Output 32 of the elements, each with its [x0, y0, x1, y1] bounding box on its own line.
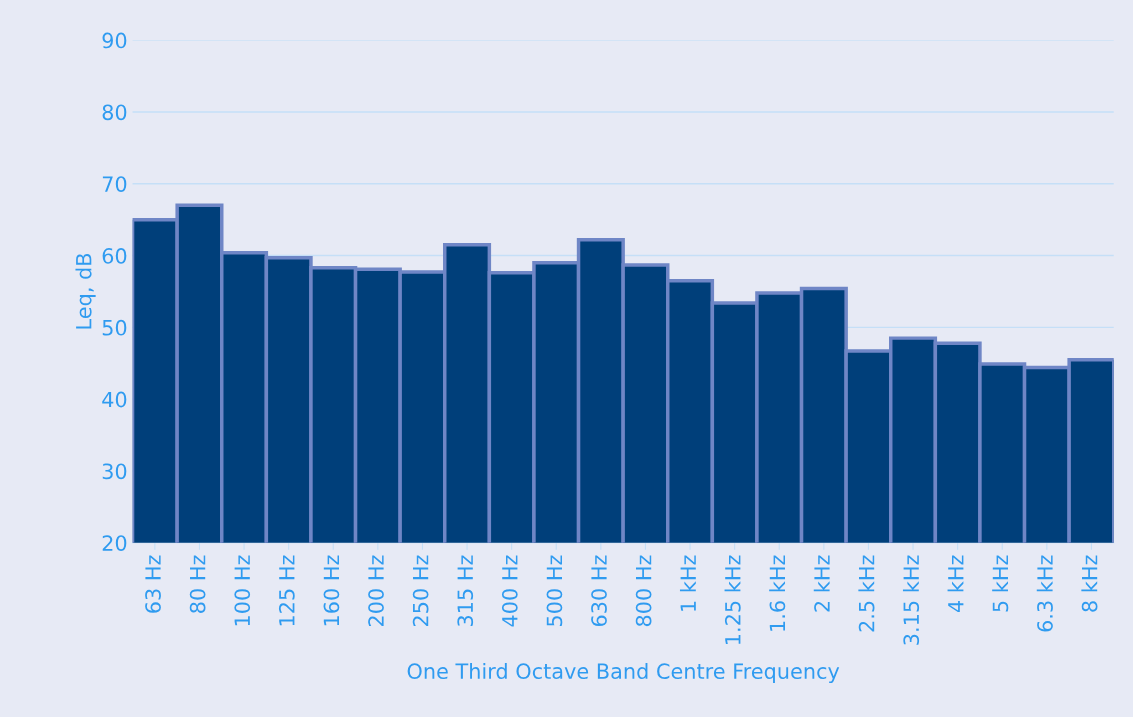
x-tick-label: 1 kHz — [679, 555, 696, 611]
y-tick-label: 50 — [102, 319, 127, 336]
x-tick-label: 100 Hz — [234, 555, 251, 626]
y-tick-label: 90 — [102, 32, 127, 49]
x-tick-label: 125 Hz — [278, 555, 295, 626]
y-tick-label: 30 — [102, 463, 127, 480]
y-tick-label: 40 — [102, 391, 127, 408]
x-tick-label: 250 Hz — [412, 555, 429, 627]
x-tick-label: 63 Hz — [145, 555, 161, 613]
x-tick-label: 8 kHz — [1081, 555, 1098, 612]
x-axis-title: One Third Octave Band Centre Frequency — [407, 662, 840, 684]
x-tick-label: 800 Hz — [635, 555, 652, 627]
x-tick-label: 4 kHz — [947, 555, 964, 613]
x-tick-label: 2 kHz — [813, 555, 830, 612]
x-tick-label: 3.15 kHz — [902, 555, 920, 645]
x-tick-label: 315 Hz — [457, 555, 474, 626]
x-tick-label: 1.25 kHz — [724, 555, 741, 644]
y-tick-label: 20 — [102, 535, 127, 551]
x-tick-label: 400 Hz — [501, 555, 518, 627]
x-tick-label: 200 Hz — [368, 555, 384, 627]
x-tick-label: 630 Hz — [591, 555, 607, 627]
x-tick-label: 5 kHz — [992, 555, 1009, 612]
y-tick-label: 70 — [102, 176, 127, 192]
x-tick-label: 80 Hz — [189, 555, 206, 613]
y-tick-label: 80 — [102, 104, 127, 121]
y-tick-label: 60 — [102, 248, 127, 264]
x-tick-label: 1.6 kHz — [769, 555, 786, 631]
x-tick-label: 500 Hz — [546, 555, 563, 626]
y-axis-title: Leq, dB — [75, 253, 96, 329]
x-tick-label: 2.5 kHz — [858, 555, 875, 632]
x-tick-label: 160 Hz — [323, 555, 340, 626]
x-tick-label: 6.3 kHz — [1036, 555, 1053, 632]
